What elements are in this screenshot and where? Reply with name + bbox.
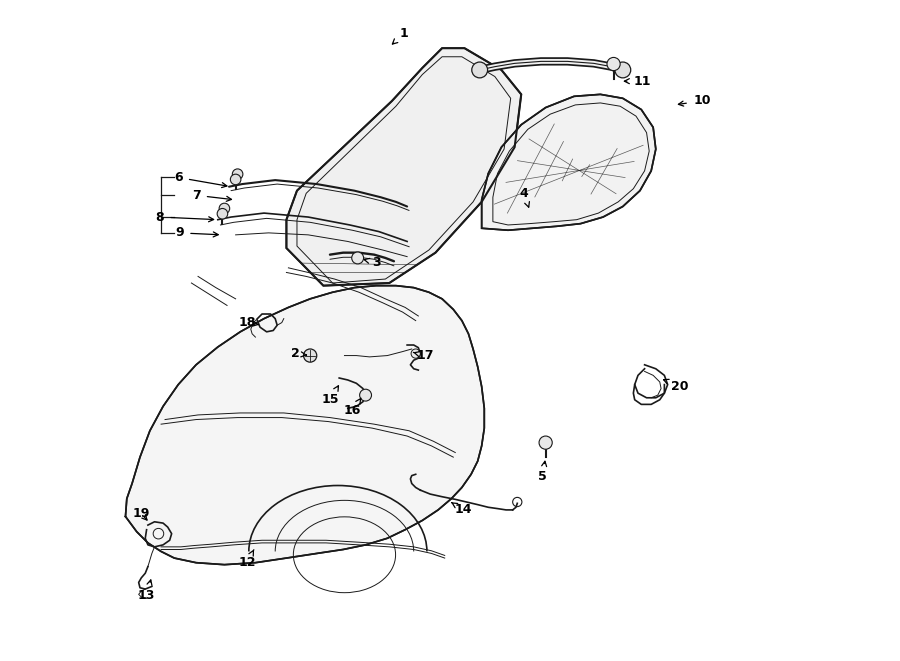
Text: 15: 15	[321, 386, 338, 407]
Circle shape	[607, 58, 620, 71]
Circle shape	[217, 208, 228, 219]
Text: 3: 3	[364, 256, 381, 269]
Text: 18: 18	[238, 316, 258, 329]
Text: 1: 1	[392, 27, 409, 44]
Polygon shape	[286, 48, 521, 286]
Text: 17: 17	[413, 349, 434, 362]
Text: 14: 14	[452, 502, 472, 516]
Circle shape	[232, 169, 243, 179]
Circle shape	[615, 62, 631, 78]
Text: 4: 4	[519, 187, 529, 208]
Text: 7: 7	[192, 189, 231, 202]
Circle shape	[411, 349, 420, 358]
Text: 16: 16	[344, 398, 361, 418]
Circle shape	[352, 252, 364, 264]
Circle shape	[472, 62, 488, 78]
Text: 12: 12	[238, 550, 256, 569]
Circle shape	[219, 203, 230, 214]
Circle shape	[539, 436, 553, 449]
Text: 8: 8	[156, 211, 213, 223]
Text: 20: 20	[663, 379, 688, 393]
Text: 9: 9	[176, 226, 219, 239]
Text: 19: 19	[132, 508, 150, 520]
Text: 10: 10	[679, 95, 711, 108]
Circle shape	[303, 349, 317, 362]
Text: 5: 5	[538, 461, 546, 483]
Polygon shape	[482, 95, 656, 230]
Circle shape	[360, 389, 372, 401]
Circle shape	[230, 174, 241, 184]
Text: 6: 6	[174, 171, 227, 188]
Polygon shape	[125, 286, 484, 564]
Text: 11: 11	[625, 75, 652, 88]
Text: 13: 13	[138, 580, 156, 602]
Text: 2: 2	[291, 347, 307, 360]
